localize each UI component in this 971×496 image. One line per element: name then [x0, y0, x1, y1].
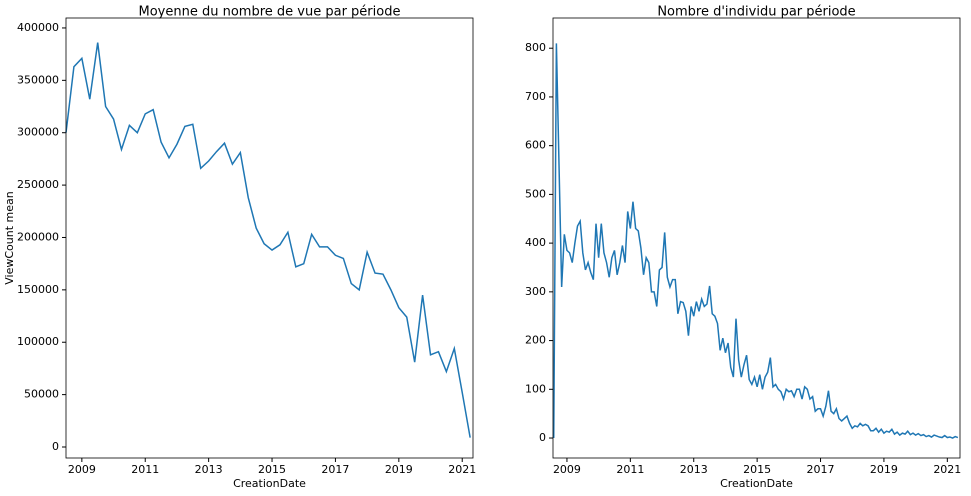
y-tick-label: 200	[525, 334, 546, 347]
y-tick-label: 250000	[17, 178, 59, 191]
x-tick-label: 2013	[195, 463, 223, 476]
x-tick-label: 2011	[616, 463, 644, 476]
x-tick-label: 2009	[553, 463, 581, 476]
x-tick-label: 2019	[870, 463, 898, 476]
x-tick-label: 2015	[258, 463, 286, 476]
x-axis-label: CreationDate	[720, 477, 793, 490]
y-tick-label: 200000	[17, 230, 59, 243]
x-axis-label: CreationDate	[233, 477, 306, 490]
y-tick-label: 0	[52, 440, 59, 453]
x-tick-label: 2017	[807, 463, 835, 476]
y-tick-label: 50000	[24, 388, 59, 401]
x-tick-label: 2019	[385, 463, 413, 476]
x-tick-label: 2021	[448, 463, 476, 476]
data-line	[65, 42, 471, 438]
y-tick-label: 600	[525, 139, 546, 152]
y-tick-label: 300	[525, 285, 546, 298]
y-tick-label: 700	[525, 90, 546, 103]
y-tick-label: 350000	[17, 73, 59, 86]
x-tick-label: 2015	[743, 463, 771, 476]
y-tick-label: 400000	[17, 21, 59, 34]
y-tick-label: 800	[525, 41, 546, 54]
y-axis-label: ViewCount mean	[3, 191, 16, 284]
x-tick-label: 2009	[68, 463, 96, 476]
x-tick-label: 2017	[321, 463, 349, 476]
x-tick-label: 2011	[131, 463, 159, 476]
chart-title: Moyenne du nombre de vue par période	[139, 5, 401, 20]
chart-title: Nombre d'individu par période	[657, 5, 855, 20]
y-tick-label: 300000	[17, 126, 59, 139]
y-tick-label: 100000	[17, 335, 59, 348]
y-tick-label: 400	[525, 236, 546, 249]
axes-frame	[65, 17, 474, 459]
y-tick-label: 500	[525, 187, 546, 200]
x-tick-label: 2013	[680, 463, 708, 476]
y-tick-label: 100	[525, 382, 546, 395]
x-tick-label: 2021	[933, 463, 961, 476]
axes-frame	[552, 17, 961, 459]
y-tick-label: 150000	[17, 283, 59, 296]
data-line	[552, 43, 959, 439]
y-tick-label: 0	[539, 431, 546, 444]
